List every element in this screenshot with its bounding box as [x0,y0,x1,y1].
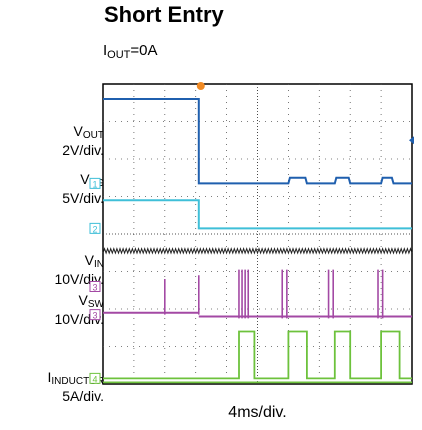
iinductor-label: IINDUCTOR 5A/div. [47,369,104,404]
vin-noise-trace [102,247,413,255]
chart-subtitle: IOUT=0A [103,42,158,61]
chart-title: Short Entry [104,2,224,27]
iinductor-trace [103,330,412,380]
channel-marker-4 [89,309,101,321]
channel-marker-2 [89,222,101,234]
channel-marker-text: 4 [92,374,97,384]
channel-marker-text: 1 [92,179,97,189]
channel-marker-3 [89,281,101,292]
channel-marker-5 [89,372,101,384]
trigger-marker [196,82,205,90]
channel-marker-text: 2 [92,224,97,234]
vpg-trace [103,199,412,230]
vout-label: VOUT 2V/div. [62,123,104,158]
channel-marker-1 [89,177,101,189]
channel-marker-text: 3 [92,311,97,321]
channel-marker-text: 3 [92,283,97,293]
x-axis-label: 4ms/div. [228,404,287,421]
vout-trace [103,98,412,185]
offset-marker [409,136,414,145]
